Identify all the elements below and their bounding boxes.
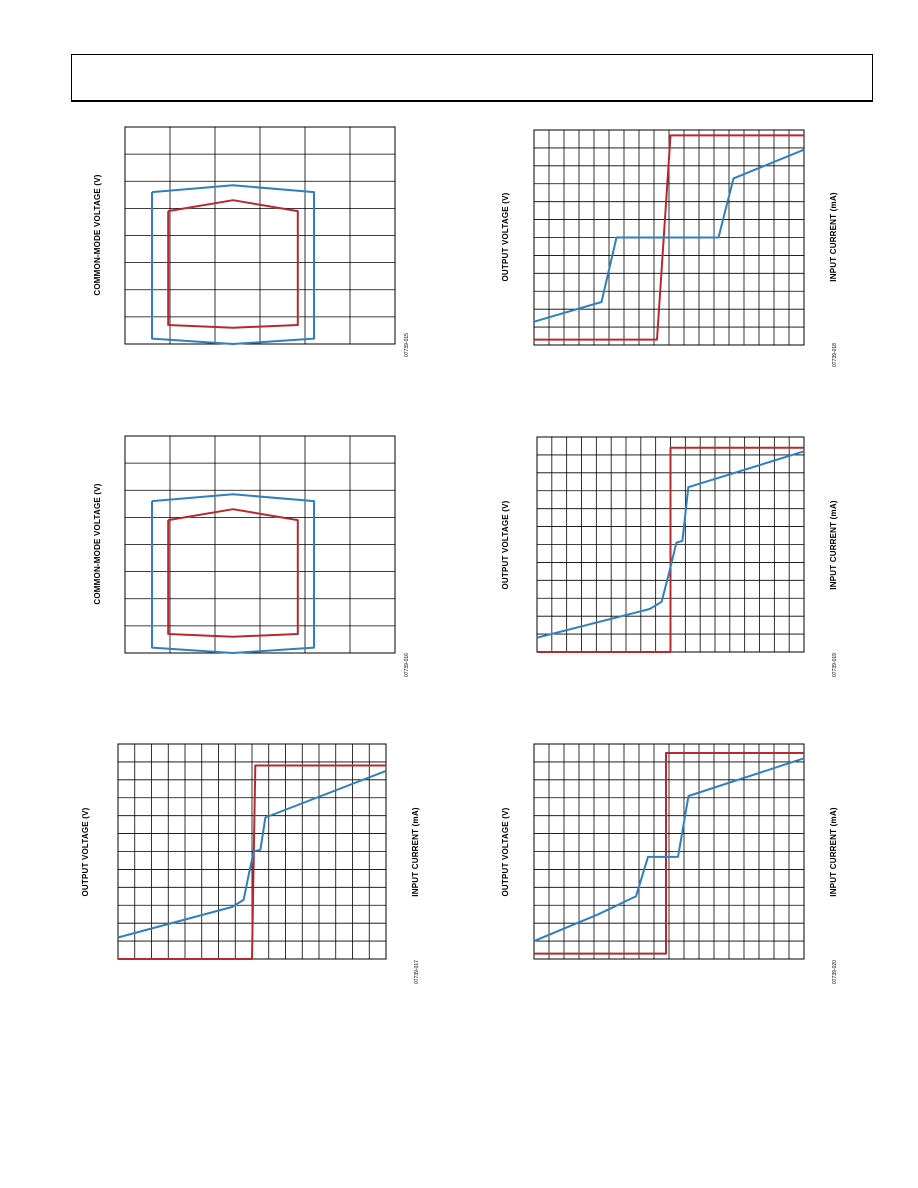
page-header-box <box>71 54 873 102</box>
chart-5-series-blue <box>117 769 387 939</box>
chart-2-ylabel: OUTPUT VOLTAGE (V) <box>501 192 510 281</box>
chart-4-series-red <box>537 446 804 653</box>
chart-5-y2label: INPUT CURRENT (mA) <box>411 807 420 897</box>
chart-6-series-blue <box>533 757 805 943</box>
chart-5-series-red <box>118 764 386 960</box>
chart-1-frame <box>124 126 396 345</box>
chart-6-series-red <box>534 752 804 955</box>
chart-4-y2label: INPUT CURRENT (mA) <box>829 500 838 590</box>
chart-4-ylabel: OUTPUT VOLTAGE (V) <box>501 500 510 589</box>
chart-6-ylabel: OUTPUT VOLTAGE (V) <box>501 807 510 896</box>
chart-1-figure-id: 07739-015 <box>404 333 410 357</box>
chart-3-figure-id: 07739-016 <box>404 653 410 677</box>
chart-5-figure-id: 07739-017 <box>414 960 420 984</box>
chart-2-series-blue <box>533 148 805 323</box>
chart-4-series-blue <box>536 450 805 639</box>
chart-3-ylabel: COMMON-MODE VOLTAGE (V) <box>93 483 102 604</box>
chart-2-figure-id: 07739-018 <box>832 343 838 367</box>
chart-4-figure-id: 07739-019 <box>832 653 838 677</box>
chart-3-frame <box>124 435 396 654</box>
chart-1-series-blue <box>151 184 315 345</box>
chart-6-figure-id: 07739-020 <box>832 960 838 984</box>
chart-2-y2label: INPUT CURRENT (mA) <box>829 192 838 282</box>
chart-5-ylabel: OUTPUT VOLTAGE (V) <box>81 807 90 896</box>
chart-2-frame <box>533 129 805 346</box>
chart-6-frame <box>533 743 805 960</box>
chart-6-grid <box>534 744 804 959</box>
chart-6-y2label: INPUT CURRENT (mA) <box>829 807 838 897</box>
chart-1-ylabel: COMMON-MODE VOLTAGE (V) <box>93 174 102 295</box>
chart-3-grid <box>125 436 395 653</box>
chart-1-grid <box>125 127 395 344</box>
chart-3-series-red <box>167 508 299 638</box>
chart-1-series-red <box>167 199 299 329</box>
chart-3-series-blue <box>151 493 315 654</box>
